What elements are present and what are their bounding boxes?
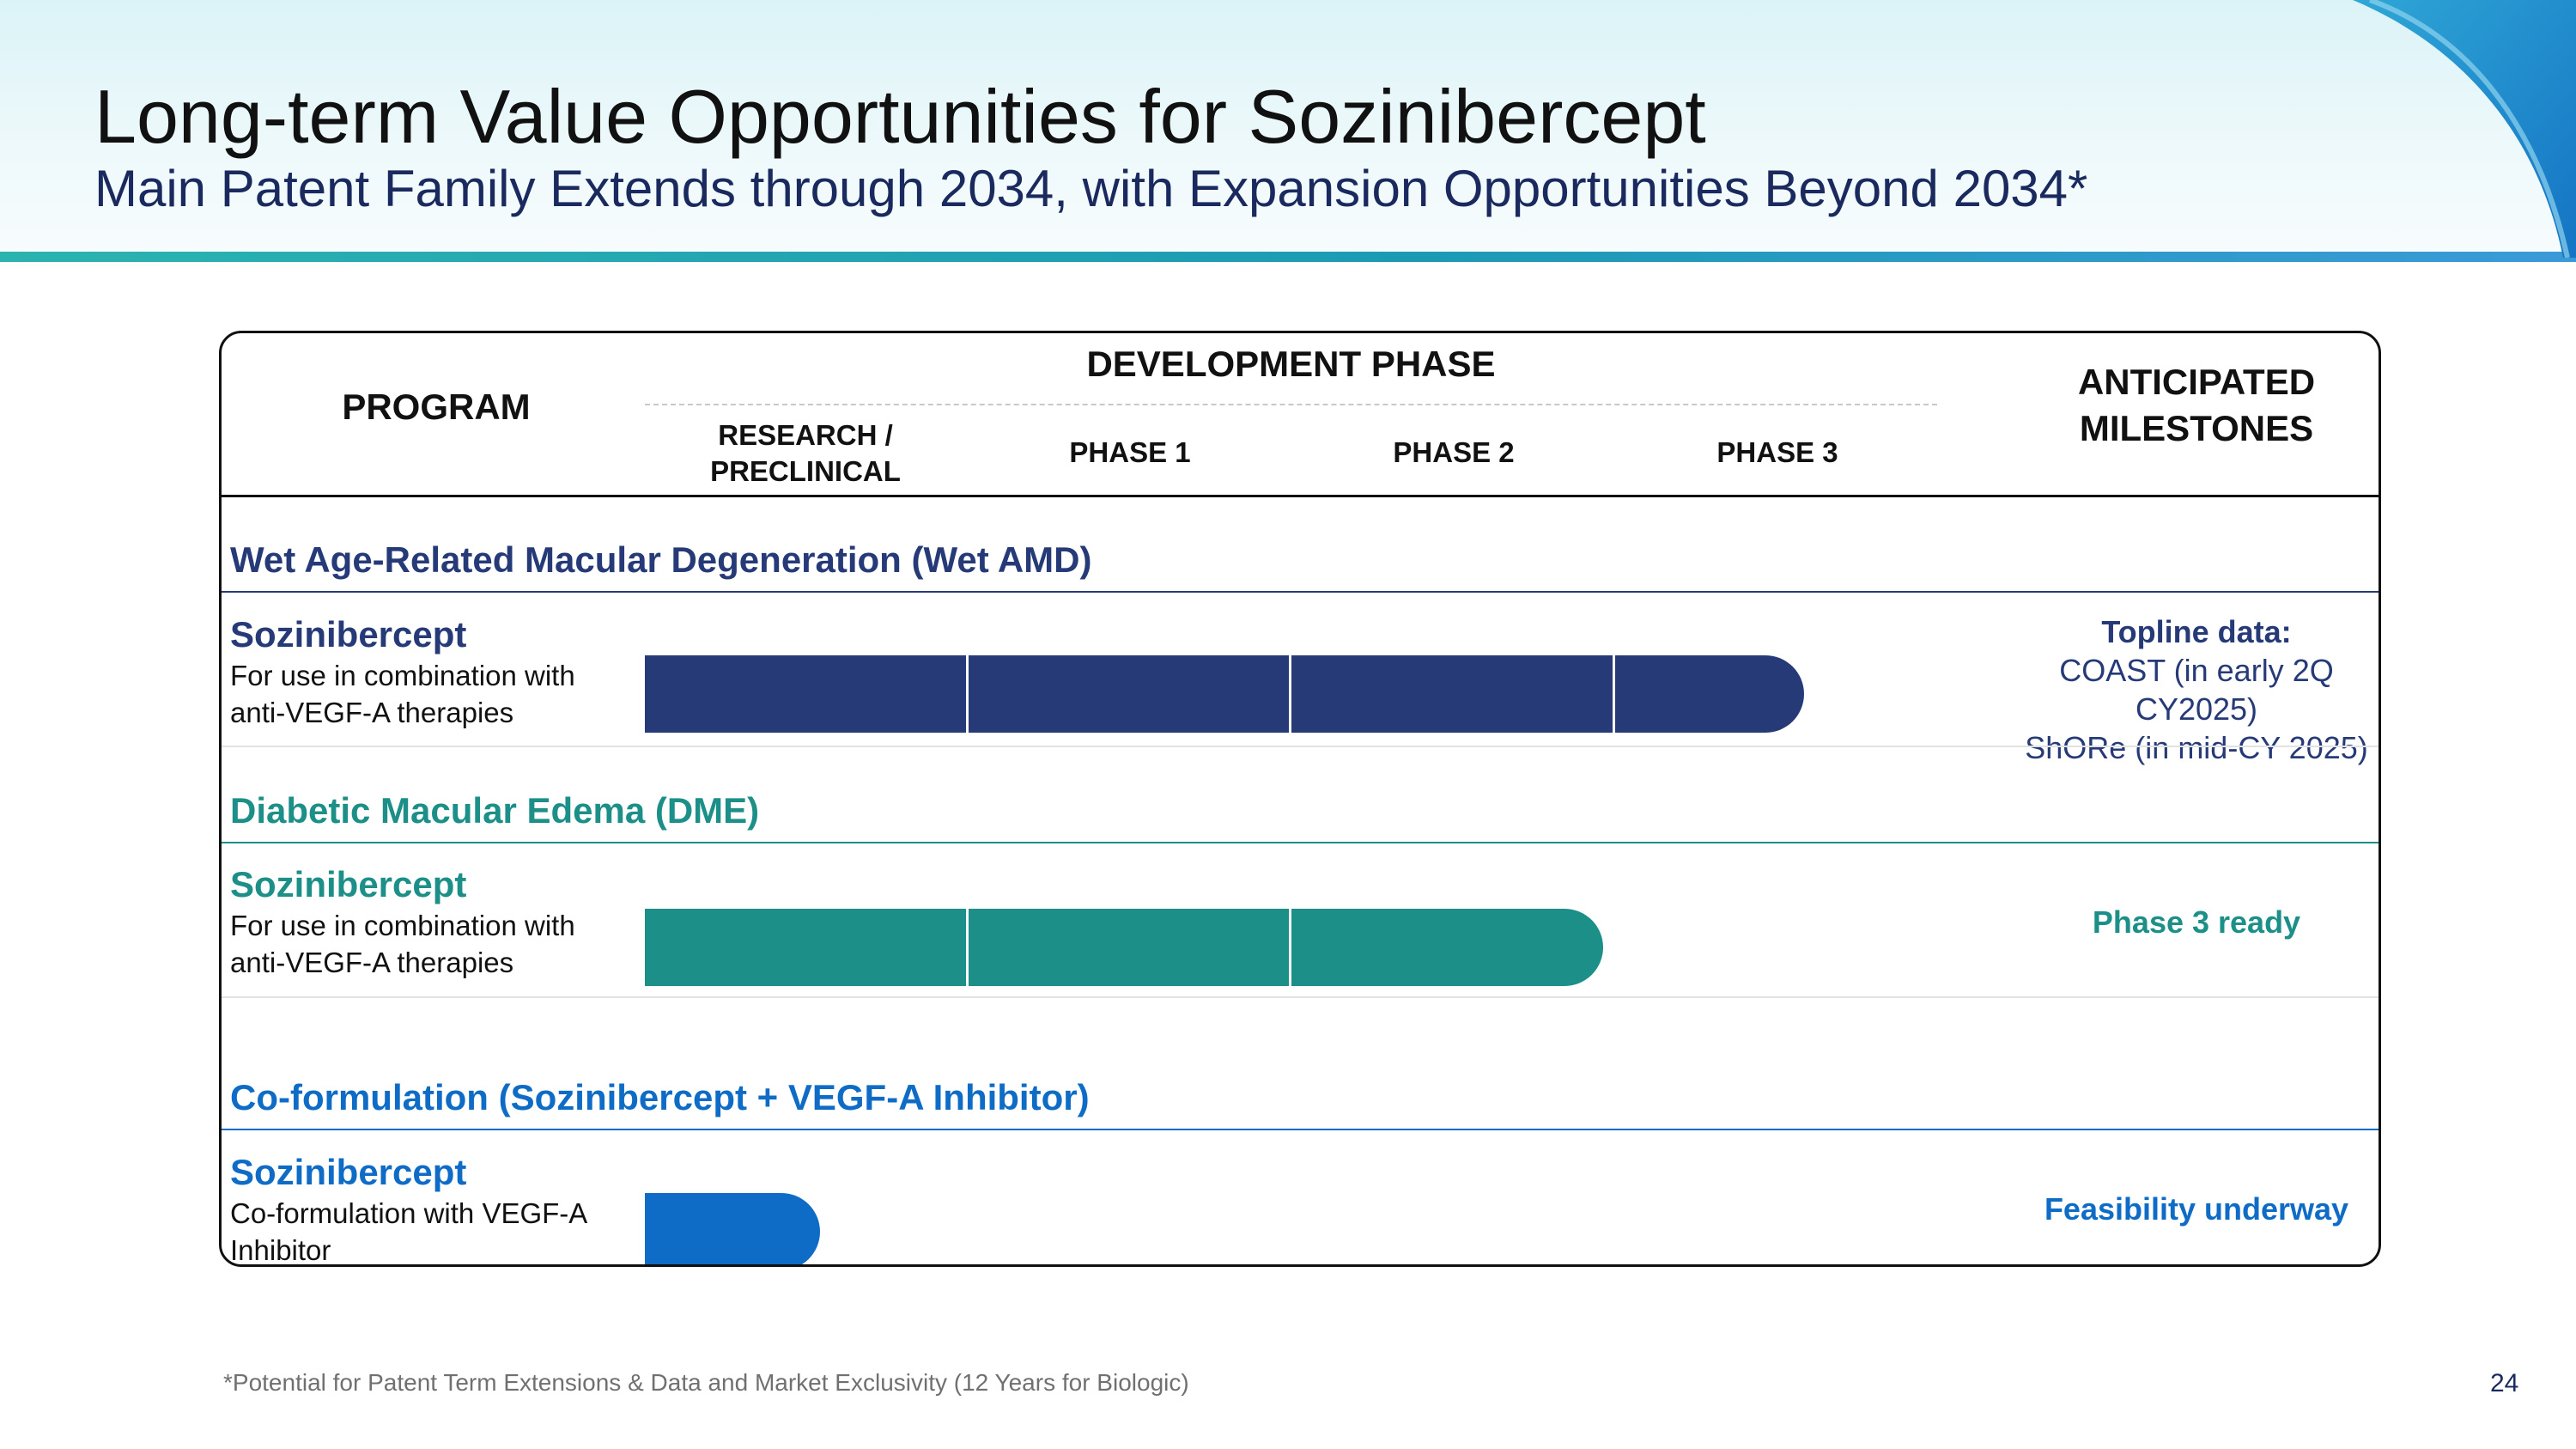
progress-bar-wet-amd	[645, 655, 1804, 733]
program-description-dme: For use in combination with anti-VEGF-A …	[230, 910, 575, 978]
program-description-wet-amd: For use in combination with anti-VEGF-A …	[230, 660, 575, 728]
row-rule	[222, 746, 2379, 747]
milestone-line: Phase 3 ready	[2092, 904, 2301, 940]
category-rule-dme	[222, 842, 2379, 843]
program-column-header: PROGRAM	[342, 387, 531, 427]
phase-tick	[966, 909, 969, 986]
category-coformulation: Co-formulation (Sozinibercept + VEGF-A I…	[230, 1077, 1090, 1117]
progress-bar-coformulation	[645, 1193, 820, 1264]
phase-tick	[1289, 909, 1291, 986]
category-rule-coformulation	[222, 1129, 2379, 1130]
milestone-wet-amd: Topline data: COAST (in early 2Q CY2025)…	[2012, 612, 2379, 767]
category-rule-wet-amd	[222, 591, 2379, 593]
page-title: Long-term Value Opportunities for Sozini…	[94, 74, 1706, 159]
footnote: *Potential for Patent Term Extensions & …	[223, 1369, 1189, 1396]
program-name-wet-amd: Sozinibercept	[230, 614, 467, 654]
phase-label-phase2: PHASE 2	[1393, 436, 1515, 468]
milestone-line: Feasibility underway	[2044, 1191, 2349, 1227]
program-name-dme: Sozinibercept	[230, 864, 467, 904]
program-name-coformulation: Sozinibercept	[230, 1152, 467, 1192]
milestone-dme: Phase 3 ready	[2012, 903, 2379, 941]
row-rule	[222, 996, 2379, 998]
progress-bar-dme	[645, 909, 1603, 986]
program-description-coformulation: Co-formulation with VEGF-A Inhibitor	[230, 1197, 586, 1266]
corner-swoosh-graphic	[2353, 0, 2576, 258]
category-wet-amd: Wet Age-Related Macular Degeneration (We…	[230, 539, 1092, 580]
phase-header-dashed-divider	[645, 404, 1937, 405]
development-phase-header: DEVELOPMENT PHASE	[1086, 344, 1496, 384]
milestone-coformulation: Feasibility underway	[2012, 1190, 2379, 1228]
milestone-line: ShORe (in mid-CY 2025)	[2025, 730, 2368, 765]
phase-tick	[966, 655, 969, 733]
header-divider	[0, 252, 2576, 262]
phase-tick	[1613, 655, 1615, 733]
page-subtitle: Main Patent Family Extends through 2034,…	[94, 160, 2088, 217]
milestone-heading: Topline data:	[2101, 614, 2292, 649]
phase-label-phase3: PHASE 3	[1716, 436, 1838, 468]
anticipated-milestones-header: ANTICIPATED MILESTONES	[2077, 362, 2316, 448]
header-background	[0, 0, 2576, 252]
milestone-line: COAST (in early 2Q CY2025)	[2059, 653, 2334, 727]
phase-label-phase1: PHASE 1	[1069, 436, 1191, 468]
pipeline-table: PROGRAM DEVELOPMENT PHASE RESEARCH / PRE…	[219, 331, 2381, 1267]
header-bottom-rule	[222, 495, 2379, 497]
phase-label-research: RESEARCH / PRECLINICAL	[710, 419, 901, 487]
page-number: 24	[2490, 1369, 2519, 1397]
phase-tick	[1289, 655, 1291, 733]
category-dme: Diabetic Macular Edema (DME)	[230, 790, 760, 831]
